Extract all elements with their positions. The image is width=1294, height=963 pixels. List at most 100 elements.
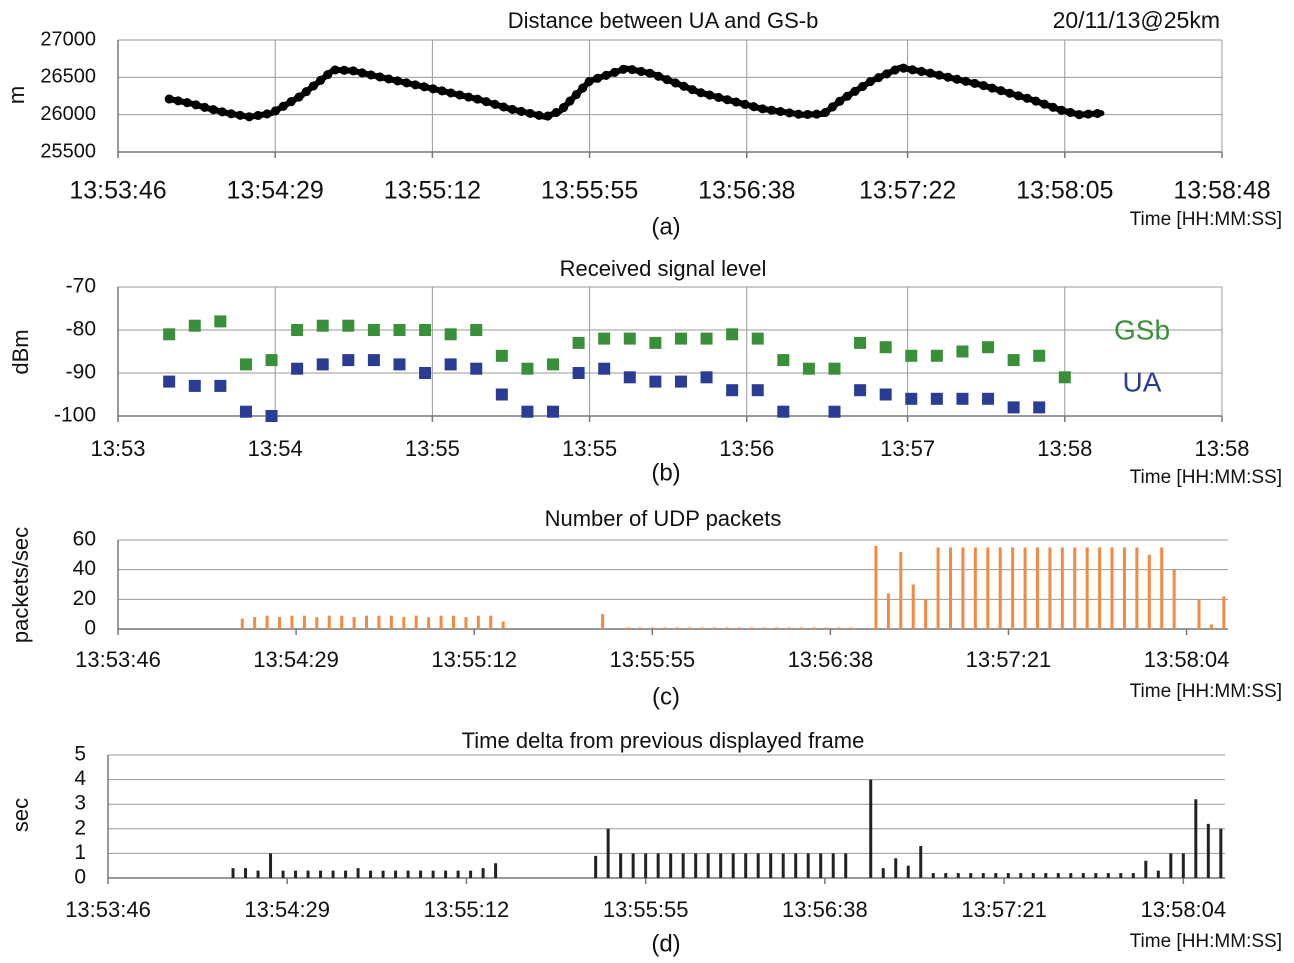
bar [874, 545, 878, 629]
data-point [547, 405, 560, 418]
bar [744, 853, 748, 878]
bar [1131, 873, 1135, 878]
data-point [802, 362, 815, 375]
bar [1094, 873, 1098, 878]
x-tick-label: 13:58:05 [1016, 177, 1113, 205]
bar [799, 627, 803, 629]
bar [1048, 547, 1052, 629]
bar [969, 873, 973, 878]
bar [1044, 873, 1048, 878]
bar [1160, 547, 1164, 629]
x-tick-label: 13:56 [719, 436, 774, 461]
data-point [572, 336, 585, 349]
bar [973, 547, 977, 629]
bar [762, 627, 766, 629]
bar [1144, 860, 1148, 878]
bar [886, 593, 890, 629]
y-tick-label: 5 [74, 743, 86, 766]
bar [769, 853, 773, 878]
bar [1209, 624, 1213, 629]
data-point [163, 375, 176, 388]
x-tick-label: 13:56:38 [788, 647, 874, 672]
bar [638, 627, 642, 629]
y-tick-label: 27000 [40, 28, 96, 50]
bar [389, 615, 393, 629]
bar [344, 870, 348, 878]
bar [650, 627, 654, 629]
bar [1031, 873, 1035, 878]
bar [1056, 873, 1060, 878]
x-tick-label: 13:56:38 [698, 177, 795, 205]
y-tick-label: 60 [73, 528, 96, 551]
data-point [879, 341, 892, 354]
bar [931, 873, 935, 878]
bar [669, 853, 673, 878]
x-tick-label: 13:55:12 [424, 897, 510, 922]
data-point [188, 379, 201, 392]
bar [269, 853, 273, 878]
data-point [777, 354, 790, 367]
y-tick-label: -90 [66, 361, 96, 384]
data-point [598, 362, 611, 375]
bar [1135, 547, 1139, 629]
bar [656, 853, 660, 878]
bar [706, 853, 710, 878]
data-point [291, 324, 304, 336]
bar [451, 615, 455, 629]
bar [419, 870, 423, 878]
bar [844, 853, 848, 878]
bar [331, 870, 335, 878]
y-axis-label: packets/sec [8, 527, 33, 643]
data-point [291, 362, 304, 375]
data-point [956, 345, 969, 358]
bar [911, 584, 915, 629]
x-tick-label: 13:54:29 [253, 647, 339, 672]
bar [1181, 853, 1185, 878]
bar [606, 828, 610, 878]
bar [1011, 547, 1015, 629]
data-line-core [166, 64, 1105, 120]
data-point [751, 332, 764, 345]
bar [481, 868, 485, 878]
bar [787, 627, 791, 629]
data-point [470, 324, 483, 336]
bar [694, 853, 698, 878]
bar [944, 873, 948, 878]
bar [775, 627, 779, 629]
bar [1085, 547, 1089, 629]
data-point [623, 332, 636, 345]
y-tick-label: 25500 [40, 140, 96, 162]
x-tick-label: 13:56:38 [782, 897, 868, 922]
y-tick-label: -70 [66, 275, 96, 298]
bar [619, 853, 623, 878]
bar [831, 853, 835, 878]
bar [1147, 554, 1151, 629]
x-tick-label: 13:55:55 [541, 177, 638, 205]
bar [1206, 823, 1210, 878]
bar [494, 863, 498, 878]
data-point [367, 324, 380, 336]
data-point [649, 375, 662, 388]
x-tick-label: 13:57 [880, 436, 935, 461]
x-tick-label: 13:55 [562, 436, 617, 461]
bar [281, 870, 285, 878]
bar [949, 547, 952, 629]
data-point [495, 349, 508, 362]
data-point [905, 349, 918, 362]
y-tick-label: 0 [74, 866, 86, 889]
data-point [726, 384, 739, 397]
bar [906, 865, 910, 878]
data-point [777, 405, 790, 418]
annotation: 20/11/13@25km [1053, 7, 1220, 33]
x-tick-label: 13:58:48 [1173, 177, 1270, 205]
x-tick-label: 13:53:46 [69, 177, 166, 205]
chart-title: Time delta from previous displayed frame [462, 728, 865, 753]
bar [881, 868, 885, 878]
chart-title: Distance between UA and GS-b [508, 8, 819, 33]
bar [352, 617, 356, 629]
data-point [444, 358, 457, 371]
bar [986, 547, 990, 629]
bar [381, 870, 385, 878]
y-tick-label: 26500 [40, 66, 96, 88]
x-tick-label: 13:55:55 [609, 647, 695, 672]
